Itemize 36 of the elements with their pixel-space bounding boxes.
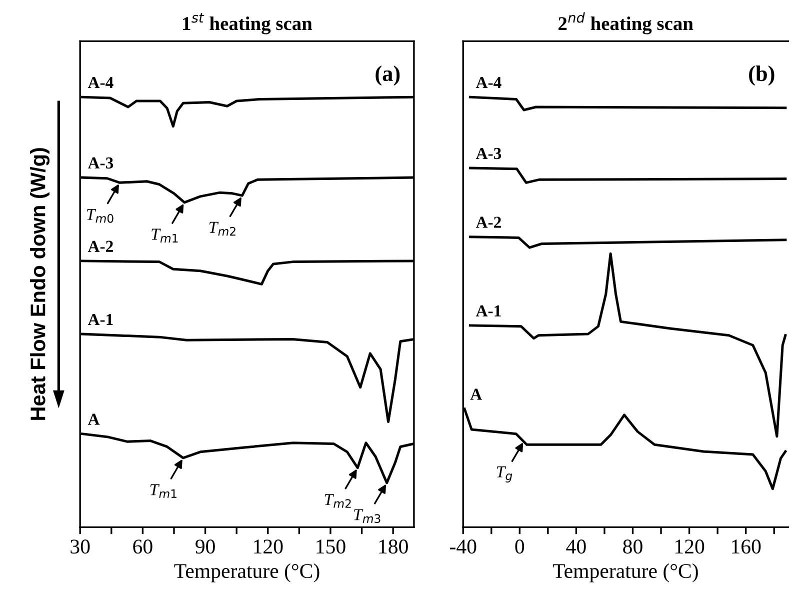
x-tick-label: 90 bbox=[196, 540, 215, 554]
annotation: T$_{g}$ bbox=[496, 466, 512, 482]
x-tick-label: 120 bbox=[254, 540, 283, 554]
x-axis-title: Temperature (°C) bbox=[174, 563, 320, 582]
series-label: A bbox=[88, 414, 100, 425]
series-label: A bbox=[470, 388, 482, 400]
x-tick-label: 80 bbox=[623, 540, 642, 554]
x-tick-label: 40 bbox=[566, 540, 586, 554]
x-tick-label: 120 bbox=[675, 540, 704, 554]
x-tick-label: -40 bbox=[450, 540, 476, 554]
x-tick-label: 180 bbox=[379, 540, 408, 554]
chart-title: 2$^{nd}$ heating scan bbox=[558, 12, 694, 34]
annotation: T$_{m1}$ bbox=[150, 484, 176, 498]
series-label: A-3 bbox=[88, 157, 114, 169]
series-label: A-2 bbox=[88, 240, 113, 252]
chart-title: 1$^{st}$ heating scan bbox=[183, 12, 312, 34]
text: (b) bbox=[749, 65, 774, 86]
annotation: T$_{m2}$ bbox=[209, 222, 236, 236]
text: (a) bbox=[376, 65, 400, 86]
x-tick-label: 150 bbox=[316, 540, 346, 554]
x-tick-label: 0 bbox=[515, 540, 524, 554]
y-axis-title: Heat Flow Endo down (W/g) bbox=[30, 148, 50, 420]
x-tick-label: 30 bbox=[70, 540, 90, 554]
series-label: A-4 bbox=[476, 76, 502, 88]
annotation: T$_{m2}$ bbox=[324, 494, 351, 508]
series-label: A-1 bbox=[476, 305, 501, 316]
x-tick-label: 60 bbox=[133, 540, 152, 554]
x-axis-title: Temperature (°C) bbox=[552, 563, 698, 582]
annotation: T$_{m0}$ bbox=[86, 209, 114, 223]
series-label: A-4 bbox=[88, 76, 114, 88]
series-label: A-2 bbox=[476, 216, 501, 228]
x-tick-label: 160 bbox=[732, 540, 761, 554]
series-label: A-1 bbox=[88, 314, 113, 325]
annotation: T$_{m3}$ bbox=[354, 509, 380, 524]
series-label: A-3 bbox=[476, 148, 502, 160]
annotation: T$_{m1}$ bbox=[152, 228, 178, 242]
